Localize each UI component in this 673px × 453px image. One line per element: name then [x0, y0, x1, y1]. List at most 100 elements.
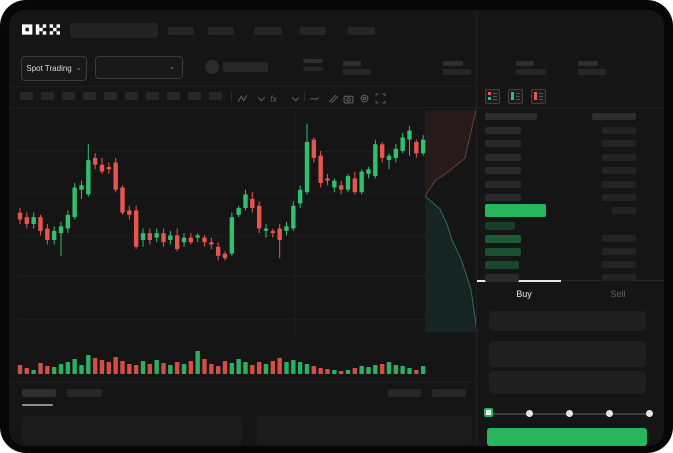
nav-item-placeholder[interactable] — [300, 27, 326, 35]
timeframe-button-placeholder[interactable] — [20, 92, 33, 100]
bid-price-placeholder[interactable] — [485, 261, 519, 269]
timeframe-button-placeholder[interactable] — [209, 92, 222, 100]
orderbook-trade-panel: Buy Sell — [476, 10, 664, 446]
ask-price-placeholder[interactable] — [485, 167, 521, 175]
timeframe-button-placeholder[interactable] — [125, 92, 138, 100]
stat-label-placeholder — [578, 61, 598, 66]
amount-percent-slider[interactable] — [477, 406, 664, 422]
divider — [477, 107, 664, 108]
nav-item-placeholder[interactable] — [168, 27, 194, 35]
timeframe-button-placeholder[interactable] — [104, 92, 117, 100]
slider-handle-active[interactable] — [484, 408, 493, 417]
orderbook-bids-icon[interactable] — [508, 89, 523, 104]
coin-avatar — [205, 60, 219, 74]
bottom-tab-active[interactable] — [22, 389, 56, 397]
last-price-bar[interactable] — [485, 204, 546, 217]
fullscreen-expand-icon[interactable] — [375, 91, 386, 104]
slider-stop[interactable] — [605, 410, 613, 417]
divider — [9, 86, 476, 87]
nav-item-placeholder[interactable] — [348, 27, 375, 35]
slider-stop[interactable] — [565, 410, 573, 417]
timeframe-button-placeholder[interactable] — [167, 92, 180, 100]
nav-item-placeholder[interactable] — [208, 27, 234, 35]
slider-stop[interactable] — [525, 410, 533, 417]
order-amount-input[interactable] — [489, 341, 646, 367]
orders-table-placeholder — [22, 416, 242, 443]
chevron-down-icon[interactable] — [256, 91, 267, 102]
ask-price-placeholder[interactable] — [485, 194, 521, 201]
ask-amount-placeholder — [602, 180, 636, 188]
icon-dash — [493, 98, 497, 100]
pair-selector[interactable]: ⌄ — [95, 56, 183, 79]
settings-gear-icon[interactable] — [359, 91, 370, 103]
price-sub-placeholder — [303, 67, 323, 71]
icon-bar — [488, 97, 491, 100]
bottom-action-placeholder[interactable] — [432, 389, 466, 397]
timeframe-button-placeholder[interactable] — [146, 92, 159, 100]
bid-amount-placeholder — [602, 235, 636, 242]
chevron-down-icon: ⌄ — [169, 64, 175, 71]
ask-amount-placeholder — [602, 167, 636, 175]
ask-price-placeholder[interactable] — [485, 180, 521, 188]
tab-sell[interactable]: Sell — [610, 289, 626, 299]
market-type-label: Spot Trading — [26, 64, 72, 73]
app-window: Spot Trading ⌄ ⌄ — [9, 10, 664, 446]
candlestick-chart[interactable] — [17, 110, 427, 338]
stat-label-placeholder — [516, 61, 534, 66]
market-type-selector[interactable]: Spot Trading ⌄ — [21, 56, 87, 81]
buy-tab-indicator — [477, 280, 561, 282]
divider — [9, 107, 476, 108]
bottom-tab[interactable] — [67, 389, 102, 397]
fx-indicators-icon[interactable]: fx — [269, 91, 280, 104]
ask-amount-placeholder — [602, 140, 636, 148]
slider-stop[interactable] — [645, 410, 653, 417]
buy-submit-button[interactable] — [487, 428, 647, 446]
pair-name-placeholder — [223, 62, 268, 72]
ask-price-placeholder[interactable] — [485, 140, 521, 148]
icon-dash — [539, 95, 543, 97]
ask-price-placeholder[interactable] — [485, 127, 521, 134]
bid-price-placeholder[interactable] — [485, 222, 515, 230]
icon-dash — [493, 92, 497, 94]
last-amount-placeholder — [612, 207, 636, 214]
icon-dash — [516, 98, 520, 100]
bottom-action-placeholder[interactable] — [388, 389, 421, 397]
icon-dash — [539, 98, 543, 100]
zigzag-indicator-icon[interactable] — [237, 91, 248, 103]
ask-amount-placeholder — [602, 153, 636, 161]
price-placeholder — [303, 59, 323, 63]
timeframe-button-placeholder[interactable] — [62, 92, 75, 100]
bid-amount-placeholder — [602, 248, 636, 255]
search-bar[interactable] — [70, 23, 158, 38]
orderbook-combined-icon[interactable] — [485, 89, 500, 104]
bid-price-placeholder[interactable] — [485, 235, 521, 243]
svg-text:fx: fx — [270, 94, 277, 104]
bid-amount-placeholder — [602, 274, 636, 281]
icon-dash — [493, 95, 497, 97]
timeframe-button-placeholder[interactable] — [188, 92, 201, 100]
tab-buy[interactable]: Buy — [516, 289, 532, 299]
line-style-icon[interactable] — [309, 91, 320, 102]
icon-dash — [516, 92, 520, 94]
stat-value-placeholder — [443, 69, 471, 75]
chevron-down-icon[interactable] — [290, 91, 301, 102]
bid-price-placeholder[interactable] — [485, 248, 521, 256]
draw-tools-icon[interactable] — [327, 91, 339, 104]
ask-price-placeholder[interactable] — [485, 153, 521, 161]
orderbook-col-amount-placeholder — [592, 113, 636, 120]
timeframe-button-placeholder[interactable] — [41, 92, 54, 100]
timeframe-button-placeholder[interactable] — [83, 92, 96, 100]
order-total-input[interactable] — [489, 371, 646, 394]
stat-label-placeholder — [443, 61, 463, 66]
nav-item-placeholder[interactable] — [254, 27, 282, 35]
orderbook-asks-icon[interactable] — [531, 89, 546, 104]
icon-dash — [539, 92, 543, 94]
bid-price-placeholder[interactable] — [485, 274, 519, 282]
depth-chart — [425, 110, 478, 332]
camera-snapshot-icon[interactable] — [343, 91, 354, 104]
stat-value-placeholder — [343, 69, 371, 75]
icon-bar — [488, 92, 491, 95]
history-table-placeholder — [257, 416, 472, 443]
order-price-input[interactable] — [489, 311, 646, 331]
